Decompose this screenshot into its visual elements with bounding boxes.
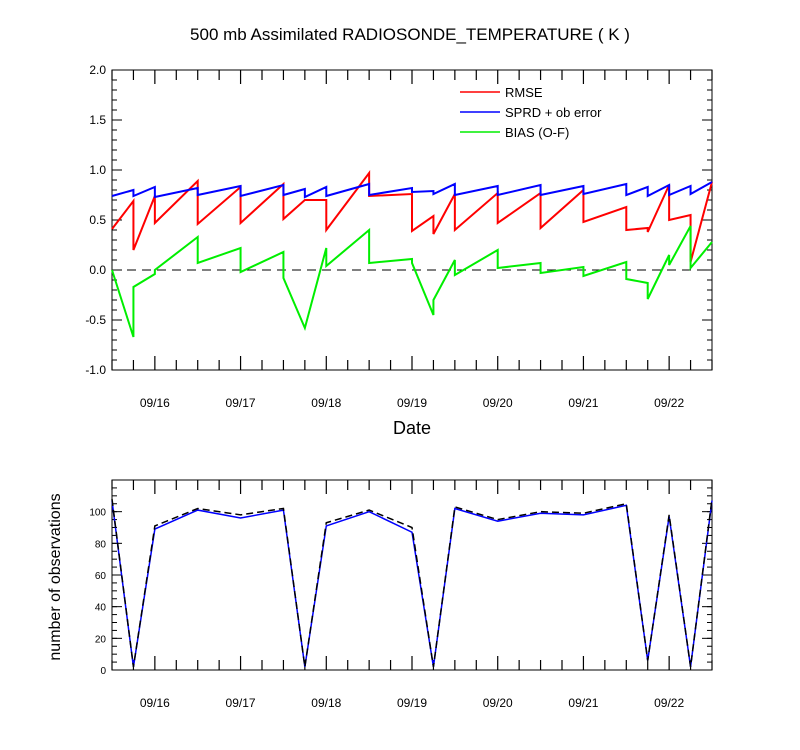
top-y-axis: -1.0 -0.5 0.0 0.5 1.0 1.5 2.0 bbox=[85, 63, 712, 377]
legend-label: SPRD + ob error bbox=[505, 105, 602, 120]
y-tick-label: 60 bbox=[95, 571, 107, 582]
x-tick-label: 09/18 bbox=[311, 696, 341, 710]
x-tick-label: 09/17 bbox=[226, 396, 256, 410]
y-tick-label: 80 bbox=[95, 539, 107, 550]
top-x-axis: 09/16 09/17 09/18 09/19 09/20 09/21 09/22 bbox=[111, 70, 713, 410]
legend-label: BIAS (O-F) bbox=[505, 125, 569, 140]
x-tick-label: 09/20 bbox=[483, 396, 513, 410]
legend: RMSE SPRD + ob error BIAS (O-F) bbox=[460, 85, 602, 140]
y-tick-label: 1.5 bbox=[89, 113, 106, 127]
series-line-obs-1 bbox=[111, 498, 713, 667]
y-tick-label: 0 bbox=[100, 666, 106, 677]
top-chart-panel: 500 mb Assimilated RADIOSONDE_TEMPERATUR… bbox=[85, 25, 713, 438]
series-line-bias-o-f bbox=[111, 225, 713, 338]
top-series-group bbox=[111, 170, 713, 338]
x-tick-label: 09/16 bbox=[140, 696, 170, 710]
chart-title: 500 mb Assimilated RADIOSONDE_TEMPERATUR… bbox=[190, 25, 630, 44]
y-tick-label: 1.0 bbox=[89, 163, 106, 177]
x-tick-label: 09/21 bbox=[568, 696, 598, 710]
bottom-plot-frame bbox=[111, 479, 713, 671]
y-tick-label: 20 bbox=[95, 634, 107, 645]
y-tick-label: 0.5 bbox=[89, 213, 106, 227]
series-line-rmse bbox=[111, 170, 713, 263]
y-tick-label: 2.0 bbox=[89, 63, 106, 77]
x-tick-label: 09/22 bbox=[654, 396, 684, 410]
series-line-sprd-ob-error bbox=[111, 181, 713, 199]
x-axis-label: Date bbox=[393, 418, 431, 438]
x-tick-label: 09/16 bbox=[140, 396, 170, 410]
x-tick-label: 09/17 bbox=[226, 696, 256, 710]
x-tick-label: 09/19 bbox=[397, 696, 427, 710]
y-tick-label: -0.5 bbox=[85, 313, 106, 327]
x-tick-label: 09/19 bbox=[397, 396, 427, 410]
y-tick-label: 100 bbox=[89, 508, 106, 519]
bottom-y-axis: 0 20 40 60 80 100 bbox=[89, 479, 712, 677]
y-tick-label: -1.0 bbox=[85, 363, 106, 377]
bottom-x-axis: 09/16 09/17 09/18 09/19 09/20 09/21 09/22 bbox=[111, 480, 713, 710]
x-tick-label: 09/21 bbox=[568, 396, 598, 410]
x-tick-label: 09/18 bbox=[311, 396, 341, 410]
series-line-obs-0 bbox=[111, 500, 713, 667]
legend-label: RMSE bbox=[505, 85, 543, 100]
y-tick-label: 40 bbox=[95, 603, 107, 614]
y-axis-label-observations: number of observations bbox=[47, 493, 64, 660]
bottom-series-group bbox=[111, 498, 713, 667]
x-tick-label: 09/20 bbox=[483, 696, 513, 710]
x-tick-label: 09/22 bbox=[654, 696, 684, 710]
y-tick-label: 0.0 bbox=[89, 263, 106, 277]
